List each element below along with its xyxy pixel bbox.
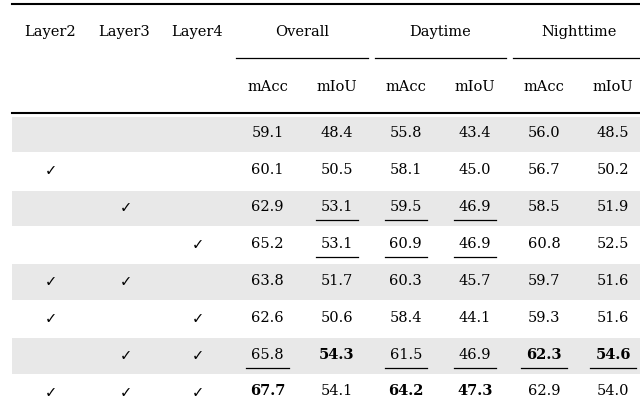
Text: 65.2: 65.2 bbox=[252, 237, 284, 251]
Text: 58.1: 58.1 bbox=[390, 163, 422, 177]
Text: Daytime: Daytime bbox=[410, 25, 471, 39]
Text: 50.6: 50.6 bbox=[321, 310, 353, 325]
Text: 51.6: 51.6 bbox=[597, 310, 629, 325]
Text: 48.5: 48.5 bbox=[597, 126, 629, 140]
Text: 51.9: 51.9 bbox=[597, 200, 629, 214]
Text: 48.4: 48.4 bbox=[321, 126, 353, 140]
Text: 56.7: 56.7 bbox=[528, 163, 560, 177]
Bar bbox=[12, 191, 640, 226]
Bar bbox=[12, 338, 640, 374]
Text: mAcc: mAcc bbox=[247, 80, 288, 94]
Text: 60.9: 60.9 bbox=[390, 237, 422, 251]
Text: $\checkmark$: $\checkmark$ bbox=[191, 347, 203, 362]
Text: 45.0: 45.0 bbox=[459, 163, 491, 177]
Text: 54.0: 54.0 bbox=[597, 384, 629, 397]
Text: 67.7: 67.7 bbox=[250, 384, 285, 397]
Text: 53.1: 53.1 bbox=[321, 237, 353, 251]
Text: 46.9: 46.9 bbox=[459, 200, 491, 214]
Text: Nighttime: Nighttime bbox=[541, 25, 616, 39]
Text: $\checkmark$: $\checkmark$ bbox=[191, 236, 203, 251]
Text: 58.5: 58.5 bbox=[528, 200, 560, 214]
Bar bbox=[12, 117, 640, 152]
Text: 59.1: 59.1 bbox=[252, 126, 284, 140]
Text: 56.0: 56.0 bbox=[528, 126, 560, 140]
Text: 62.9: 62.9 bbox=[528, 384, 560, 397]
Text: mAcc: mAcc bbox=[524, 80, 564, 94]
Text: 59.5: 59.5 bbox=[390, 200, 422, 214]
Text: $\checkmark$: $\checkmark$ bbox=[191, 310, 203, 325]
Text: 55.8: 55.8 bbox=[390, 126, 422, 140]
Text: 50.2: 50.2 bbox=[597, 163, 629, 177]
Text: 60.3: 60.3 bbox=[389, 274, 422, 288]
Text: 44.1: 44.1 bbox=[459, 310, 491, 325]
Text: 59.7: 59.7 bbox=[528, 274, 560, 288]
Text: 59.3: 59.3 bbox=[528, 310, 560, 325]
Text: 53.1: 53.1 bbox=[321, 200, 353, 214]
Text: $\checkmark$: $\checkmark$ bbox=[44, 162, 56, 177]
Text: 47.3: 47.3 bbox=[457, 384, 493, 397]
Text: 51.6: 51.6 bbox=[597, 274, 629, 288]
Text: Layer2: Layer2 bbox=[24, 25, 76, 39]
Text: 62.3: 62.3 bbox=[526, 347, 562, 362]
Text: Overall: Overall bbox=[275, 25, 329, 39]
Text: 62.6: 62.6 bbox=[252, 310, 284, 325]
Text: 61.5: 61.5 bbox=[390, 347, 422, 362]
Bar bbox=[12, 264, 640, 300]
Text: 65.8: 65.8 bbox=[252, 347, 284, 362]
Text: $\checkmark$: $\checkmark$ bbox=[118, 347, 131, 362]
Text: 54.6: 54.6 bbox=[595, 347, 631, 362]
Text: 60.1: 60.1 bbox=[252, 163, 284, 177]
Text: 43.4: 43.4 bbox=[459, 126, 491, 140]
Text: $\checkmark$: $\checkmark$ bbox=[44, 310, 56, 325]
Text: 51.7: 51.7 bbox=[321, 274, 353, 288]
Text: 54.3: 54.3 bbox=[319, 347, 355, 362]
Text: $\checkmark$: $\checkmark$ bbox=[44, 384, 56, 397]
Text: $\checkmark$: $\checkmark$ bbox=[118, 199, 131, 214]
Text: Layer3: Layer3 bbox=[99, 25, 150, 39]
Text: 58.4: 58.4 bbox=[390, 310, 422, 325]
Text: 60.8: 60.8 bbox=[527, 237, 561, 251]
Text: mAcc: mAcc bbox=[385, 80, 426, 94]
Text: 62.9: 62.9 bbox=[252, 200, 284, 214]
Text: 46.9: 46.9 bbox=[459, 347, 491, 362]
Text: mIoU: mIoU bbox=[593, 80, 634, 94]
Text: 45.7: 45.7 bbox=[459, 274, 491, 288]
Text: 54.1: 54.1 bbox=[321, 384, 353, 397]
Text: mIoU: mIoU bbox=[316, 80, 357, 94]
Text: 50.5: 50.5 bbox=[321, 163, 353, 177]
Text: $\checkmark$: $\checkmark$ bbox=[118, 273, 131, 288]
Text: Layer4: Layer4 bbox=[171, 25, 223, 39]
Text: $\checkmark$: $\checkmark$ bbox=[118, 384, 131, 397]
Text: 64.2: 64.2 bbox=[388, 384, 424, 397]
Text: mIoU: mIoU bbox=[454, 80, 495, 94]
Text: $\checkmark$: $\checkmark$ bbox=[191, 384, 203, 397]
Text: $\checkmark$: $\checkmark$ bbox=[44, 273, 56, 288]
Text: 46.9: 46.9 bbox=[459, 237, 491, 251]
Text: 63.8: 63.8 bbox=[251, 274, 284, 288]
Text: 52.5: 52.5 bbox=[597, 237, 629, 251]
